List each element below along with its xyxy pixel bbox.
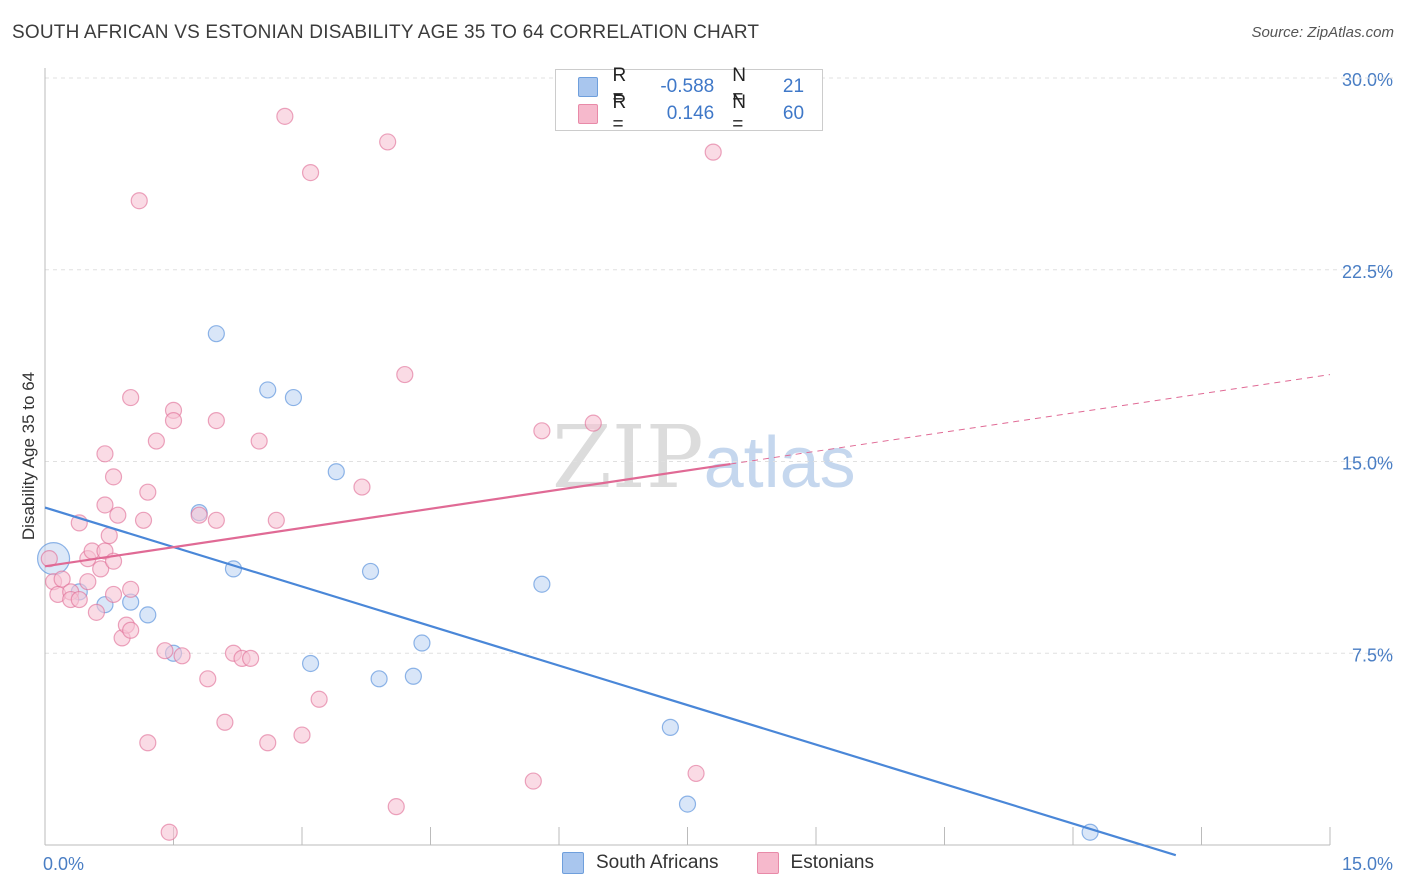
- estonians-point: [250, 432, 268, 450]
- legend-swatch-pink: [756, 852, 779, 874]
- legend-item-south-africans[interactable]: South Africans: [562, 852, 719, 874]
- estonians-point: [207, 411, 225, 430]
- south-africans-point: [207, 325, 225, 343]
- south-africans-point: [301, 654, 320, 673]
- y-tick-label: 7.5%: [1352, 645, 1393, 665]
- estonians-point: [53, 570, 71, 588]
- south-africans-point: [139, 606, 157, 624]
- estonians-point: [293, 726, 311, 744]
- estonians-point: [96, 496, 114, 514]
- estonians-point: [130, 192, 148, 210]
- estonians-point: [104, 468, 123, 486]
- south-africans-trendline: [44, 506, 1177, 857]
- south-africans-point: [370, 670, 388, 688]
- estonians-point: [122, 580, 140, 598]
- estonians-trendline: [44, 462, 731, 568]
- estonians-point: [122, 388, 140, 407]
- south-africans-point: [361, 562, 380, 581]
- south-africans-point: [259, 381, 277, 399]
- estonians-point: [164, 411, 183, 430]
- chart-title: SOUTH AFRICAN VS ESTONIAN DISABILITY AGE…: [12, 22, 760, 43]
- estonians-point: [139, 734, 157, 752]
- estonians-point: [353, 478, 371, 496]
- estonians-point: [122, 621, 140, 639]
- estonians-point: [207, 511, 225, 529]
- legend-swatch-blue: [578, 77, 599, 97]
- south-africans-point: [661, 718, 679, 736]
- y-tick-label: 15.0%: [1342, 454, 1393, 474]
- estonians-point: [147, 432, 165, 450]
- south-africans-point: [413, 634, 431, 652]
- n-label: N =: [732, 92, 746, 135]
- south-africans-point: [533, 575, 551, 593]
- estonians-point: [104, 585, 123, 604]
- r-value: -0.588: [660, 76, 715, 97]
- source-label: Source: ZipAtlas.com: [1251, 24, 1394, 41]
- r-value: 0.146: [666, 103, 715, 124]
- estonians-point: [301, 163, 320, 182]
- legend-swatch-pink: [578, 104, 599, 124]
- x-tick-label: 15.0%: [1342, 854, 1393, 874]
- series-legend: South Africans Estonians: [562, 852, 912, 874]
- y-axis-label: Disability Age 35 to 64: [19, 372, 38, 540]
- n-label: N =: [732, 65, 746, 108]
- estonians-point: [310, 690, 328, 708]
- estonians-point: [173, 647, 191, 665]
- south-africans-point: [678, 795, 697, 813]
- legend-label: Estonians: [790, 852, 874, 873]
- estonians-point: [387, 798, 405, 816]
- watermark-zip: ZIP: [552, 408, 704, 508]
- correlation-legend: R = -0.588 N = 21 R = 0.146 N = 60: [555, 65, 823, 135]
- legend-item-estonians[interactable]: Estonians: [756, 852, 874, 874]
- estonians-point: [134, 511, 153, 529]
- south-africans-point: [327, 463, 345, 481]
- estonians-point: [687, 764, 705, 783]
- x-tick-label: 0.0%: [43, 854, 84, 874]
- estonians-point: [533, 422, 551, 440]
- estonians-point: [242, 649, 260, 667]
- south-africans-point: [404, 667, 422, 685]
- estonians-point: [139, 483, 157, 501]
- estonians-point: [379, 133, 397, 151]
- legend-swatch-blue: [562, 852, 584, 874]
- south-africans-point: [284, 388, 303, 407]
- estonians-point: [276, 107, 294, 125]
- estonians-point: [396, 365, 414, 384]
- estonians-point: [199, 670, 217, 688]
- estonians-point: [156, 642, 174, 660]
- estonians-point: [704, 143, 722, 161]
- n-value: 60: [782, 103, 805, 124]
- estonians-point: [96, 445, 114, 463]
- watermark-atlas: atlas: [703, 423, 856, 503]
- estonians-point: [92, 560, 110, 578]
- estonians-point: [70, 590, 88, 609]
- legend-row-estonians: R = 0.146 N = 60: [578, 92, 822, 135]
- estonians-point: [160, 823, 178, 841]
- legend-label: South Africans: [596, 852, 719, 873]
- estonians-point: [216, 713, 234, 731]
- estonians-trendline-extension: [730, 374, 1331, 465]
- estonians-point: [259, 734, 277, 752]
- n-value: 21: [782, 76, 805, 97]
- r-label: R =: [612, 92, 627, 135]
- watermark: ZIPatlas: [552, 408, 856, 508]
- estonians-point: [87, 603, 106, 621]
- y-tick-label: 22.5%: [1342, 262, 1393, 282]
- estonians-point: [584, 414, 602, 432]
- estonians-point: [524, 772, 542, 790]
- legend-row-south-africans: R = -0.588 N = 21: [578, 65, 822, 108]
- estonians-point: [190, 506, 208, 524]
- y-tick-label: 30.0%: [1342, 70, 1393, 90]
- estonians-point: [79, 573, 97, 591]
- r-label: R =: [612, 65, 627, 108]
- estonians-point: [109, 506, 127, 524]
- estonians-point: [267, 511, 285, 529]
